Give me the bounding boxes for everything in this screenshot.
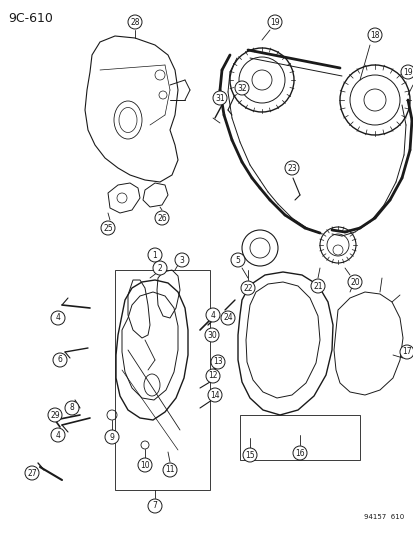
Text: 94157  610: 94157 610 [363, 514, 403, 520]
Text: 31: 31 [215, 93, 224, 102]
Circle shape [310, 279, 324, 293]
Circle shape [284, 161, 298, 175]
Circle shape [347, 275, 361, 289]
Text: 30: 30 [206, 330, 216, 340]
Circle shape [153, 261, 166, 275]
Text: 4: 4 [55, 431, 60, 440]
Circle shape [48, 408, 62, 422]
Text: 27: 27 [27, 469, 37, 478]
Text: 7: 7 [152, 502, 157, 511]
Circle shape [235, 81, 248, 95]
Text: 13: 13 [213, 358, 222, 367]
Text: 22: 22 [243, 284, 252, 293]
Text: 19: 19 [402, 68, 412, 77]
Text: 29: 29 [50, 410, 59, 419]
Circle shape [207, 388, 221, 402]
Text: 24: 24 [223, 313, 232, 322]
Text: 14: 14 [210, 391, 219, 400]
Text: 15: 15 [244, 450, 254, 459]
Circle shape [51, 311, 65, 325]
Circle shape [138, 458, 152, 472]
Circle shape [51, 428, 65, 442]
Circle shape [147, 499, 161, 513]
Text: 6: 6 [57, 356, 62, 365]
Circle shape [212, 91, 226, 105]
Circle shape [147, 248, 161, 262]
Circle shape [154, 211, 169, 225]
Text: 4: 4 [210, 311, 215, 319]
Circle shape [206, 308, 219, 322]
Circle shape [242, 448, 256, 462]
Text: 10: 10 [140, 461, 150, 470]
Circle shape [101, 221, 115, 235]
Circle shape [267, 15, 281, 29]
Circle shape [53, 353, 67, 367]
Circle shape [128, 15, 142, 29]
Text: 9C-610: 9C-610 [8, 12, 53, 25]
Text: 12: 12 [208, 372, 217, 381]
Text: 11: 11 [165, 465, 174, 474]
Circle shape [211, 355, 224, 369]
Text: 23: 23 [287, 164, 296, 173]
Circle shape [240, 281, 254, 295]
Circle shape [230, 253, 244, 267]
Text: 28: 28 [130, 18, 140, 27]
Text: 21: 21 [313, 281, 322, 290]
Text: 25: 25 [103, 223, 112, 232]
Text: 8: 8 [69, 403, 74, 413]
Circle shape [204, 328, 218, 342]
Text: 5: 5 [235, 255, 240, 264]
Circle shape [105, 430, 119, 444]
Text: 16: 16 [294, 448, 304, 457]
Circle shape [163, 463, 177, 477]
Text: 32: 32 [237, 84, 246, 93]
Circle shape [399, 345, 413, 359]
Text: 20: 20 [349, 278, 359, 287]
Circle shape [400, 65, 413, 79]
Text: 9: 9 [109, 432, 114, 441]
Text: 17: 17 [401, 348, 411, 357]
Text: 1: 1 [152, 251, 157, 260]
Circle shape [221, 311, 235, 325]
Text: 4: 4 [55, 313, 60, 322]
Circle shape [65, 401, 79, 415]
Text: 19: 19 [270, 18, 279, 27]
Text: 26: 26 [157, 214, 166, 222]
Text: 3: 3 [179, 255, 184, 264]
Text: 18: 18 [369, 30, 379, 39]
Circle shape [206, 369, 219, 383]
Circle shape [292, 446, 306, 460]
Circle shape [25, 466, 39, 480]
Circle shape [175, 253, 189, 267]
Circle shape [367, 28, 381, 42]
Text: 2: 2 [157, 263, 162, 272]
